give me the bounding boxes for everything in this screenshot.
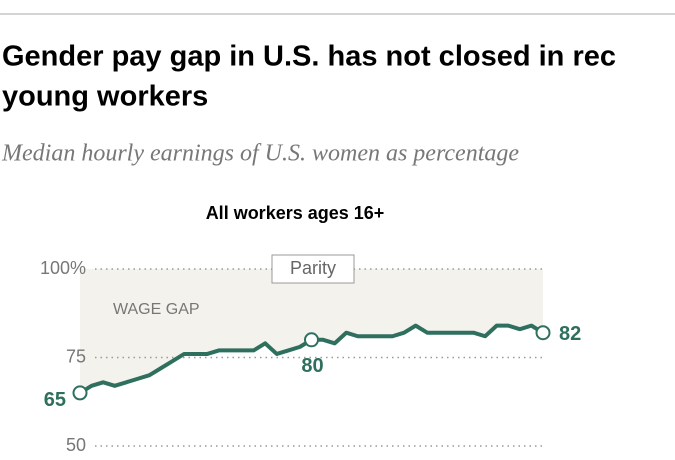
wage-gap-label: WAGE GAP — [113, 301, 200, 318]
gap-area — [80, 269, 543, 393]
chart-title: young workers — [2, 81, 208, 113]
data-label: 80 — [301, 355, 323, 377]
data-label: 82 — [559, 323, 581, 345]
panel-title: All workers ages 16+ — [206, 203, 385, 223]
point-marker — [535, 325, 551, 341]
chart-subtitle: Median hourly earnings of U.S. women as … — [1, 141, 519, 167]
point-marker — [72, 385, 88, 401]
parity-box — [271, 254, 355, 284]
y-tick-label: 75 — [66, 346, 86, 366]
chart-title: Gender pay gap in U.S. has not closed in… — [2, 41, 616, 73]
data-label: 65 — [44, 389, 66, 411]
point-marker — [304, 332, 319, 348]
parity-label: Parity — [290, 258, 336, 278]
y-tick-label: 100% — [40, 258, 86, 278]
y-tick-label: 50 — [66, 435, 86, 455]
